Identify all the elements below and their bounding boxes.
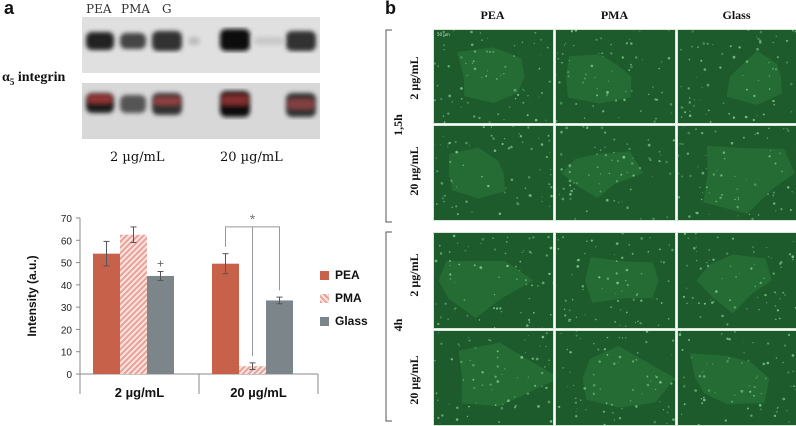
western-blot-bottom — [82, 83, 320, 139]
micrograph-1-5h-20ug-pma — [555, 125, 676, 221]
legend-label-pea: PEA — [335, 268, 360, 282]
panel-b-label: b — [385, 0, 396, 19]
micrograph-4h-2ug-pma — [555, 232, 676, 329]
western-blot-top — [82, 17, 320, 73]
protein-label-text: integrin — [14, 70, 65, 85]
legend-label-glass: Glass — [335, 314, 368, 328]
time-label-4h: 4h — [391, 305, 405, 345]
plus-annotation: + — [157, 256, 164, 270]
bar-pma-2ug — [120, 235, 147, 374]
y-tick-label: 20 — [61, 325, 73, 336]
y-axis-label: Intensity (a.u.) — [25, 255, 39, 336]
y-tick-label: 40 — [61, 281, 73, 292]
legend-item-pma: PMA — [320, 291, 368, 305]
micrograph-4h-20ug-glass — [677, 330, 796, 426]
micrograph-4h-20ug-pea — [433, 330, 554, 426]
y-tick-label: 70 — [61, 214, 73, 225]
time-label-1-5h: 1,5h — [391, 105, 405, 145]
legend-swatch-pea — [320, 271, 329, 280]
bar-pea-20ug — [212, 264, 239, 374]
legend-swatch-glass — [320, 317, 329, 326]
significance-star: * — [250, 211, 256, 227]
bar-glass-2ug — [147, 276, 174, 374]
micrograph-1-5h-2ug-pma — [555, 29, 676, 124]
row-label-4h-20ug: 20 µg/mL — [407, 350, 421, 410]
micrograph-1-5h-2ug-glass — [677, 29, 796, 124]
legend-swatch-pma — [320, 294, 329, 303]
panel-a-label: a — [4, 0, 14, 19]
y-tick-label: 30 — [61, 303, 73, 314]
y-tick-label: 10 — [61, 348, 73, 359]
row-label-4h-2ug: 2 µg/mL — [407, 245, 421, 305]
bar-pea-2ug — [93, 254, 120, 374]
micrograph-4h-2ug-pea — [433, 232, 554, 329]
column-header-glass: Glass — [677, 8, 796, 23]
chart-legend: PEA PMA Glass — [320, 268, 368, 328]
micrograph-1-5h-20ug-pea — [433, 125, 554, 221]
blot-lane-pma: PMA — [121, 2, 150, 16]
column-header-pma: PMA — [555, 8, 674, 23]
legend-item-glass: Glass — [320, 314, 368, 328]
legend-label-pma: PMA — [335, 291, 362, 305]
y-tick-label: 0 — [66, 370, 72, 381]
row-label-1-5h-20ug: 20 µg/mL — [407, 141, 421, 201]
bar-glass-20ug — [266, 300, 293, 374]
micrograph-4h-20ug-pma — [555, 330, 676, 426]
y-tick-label: 60 — [61, 236, 73, 247]
protein-label: α5 integrin — [2, 70, 65, 87]
y-tick-label: 50 — [61, 259, 73, 270]
scale-bar-label: 50 µm — [437, 32, 450, 37]
blot-lane-glass: G — [162, 2, 172, 16]
time-brackets — [384, 28, 394, 423]
legend-item-pea: PEA — [320, 268, 368, 282]
micrograph-1-5h-20ug-glass — [677, 125, 796, 221]
x-category-label: 2 µg/mL — [115, 385, 164, 400]
column-header-pea: PEA — [433, 8, 552, 23]
micrograph-1-5h-2ug-pea: 50 µm — [433, 29, 554, 124]
blot-conc-2: 2 µg/mL — [110, 150, 165, 165]
x-category-label: 20 µg/mL — [230, 385, 287, 400]
row-label-1-5h-2ug: 2 µg/mL — [407, 48, 421, 108]
micrograph-4h-2ug-glass — [677, 232, 796, 329]
protein-label-symbol: α — [2, 70, 10, 85]
blot-conc-20: 20 µg/mL — [220, 150, 283, 165]
blot-lane-pea: PEA — [86, 2, 112, 16]
